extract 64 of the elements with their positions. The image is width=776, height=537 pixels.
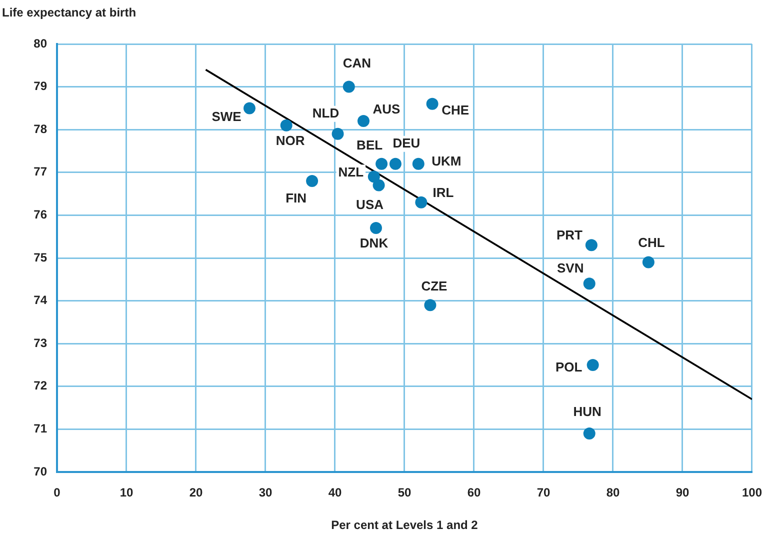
point (583, 278, 596, 290)
point (280, 119, 292, 132)
point (424, 299, 436, 312)
annotation: POL (555, 360, 582, 375)
point (370, 222, 382, 234)
annotation: DNK (360, 236, 389, 251)
annotation: NZL (338, 164, 364, 180)
annotation: UKM (432, 153, 462, 168)
point (389, 158, 402, 170)
point (342, 80, 355, 93)
y-tick-label: 74 (34, 293, 48, 308)
x-tick-label: 20 (189, 486, 203, 500)
point (585, 239, 598, 252)
y-tick-label: 72 (34, 378, 48, 393)
x-tick-label: 60 (467, 486, 481, 500)
y-tick-label: 79 (34, 79, 48, 94)
annotation: IRL (432, 184, 454, 200)
y-tick-label: 73 (34, 336, 48, 350)
y-tick-label: 70 (34, 464, 48, 478)
y-axis-title: Life expectancy at birth (2, 5, 136, 20)
point (357, 115, 370, 128)
point (332, 128, 344, 140)
annotation: CHE (442, 102, 470, 118)
x-tick-label: 50 (398, 486, 412, 500)
x-axis-title: Per cent at Levels 1 and 2 (331, 518, 478, 532)
x-tick-label: 10 (120, 486, 134, 500)
point (642, 256, 654, 268)
annotation: CZE (421, 278, 448, 294)
annotation: SWE (212, 108, 242, 124)
annotation: DEU (392, 135, 420, 150)
point (586, 359, 599, 371)
point (368, 170, 380, 183)
annotation: NOR (276, 132, 306, 148)
point (412, 158, 424, 170)
y-tick-label: 80 (34, 36, 48, 50)
y-tick-label: 78 (34, 122, 48, 136)
annotation: SVN (556, 260, 584, 276)
x-tick-label: 100 (742, 486, 762, 500)
y-tick-label: 77 (34, 164, 48, 179)
y-tick-label: 75 (34, 250, 48, 264)
annotation: USA (356, 196, 384, 212)
point (415, 196, 428, 208)
x-tick-label: 40 (328, 486, 342, 500)
point (376, 158, 388, 170)
y-tick-label: 76 (34, 208, 48, 222)
annotation: CHL (638, 234, 665, 250)
annotation: PRT (556, 228, 583, 243)
x-tick-label: 30 (258, 486, 272, 500)
x-tick-label: 70 (536, 486, 550, 500)
annotation: AUS (372, 102, 401, 117)
x-tick-label: 80 (606, 486, 620, 500)
annotation: BEL (356, 137, 383, 152)
point (244, 102, 256, 114)
annotation: FIN (286, 190, 307, 206)
x-tick-label: 90 (676, 486, 690, 500)
point (583, 427, 596, 440)
point (372, 179, 385, 192)
point (426, 98, 438, 110)
annotation: CAN (342, 55, 371, 70)
x-tick-label: 0 (54, 486, 61, 500)
annotation: HUN (573, 404, 602, 420)
annotation: NLD (312, 105, 340, 120)
point (306, 174, 318, 187)
y-tick-label: 71 (34, 422, 48, 436)
